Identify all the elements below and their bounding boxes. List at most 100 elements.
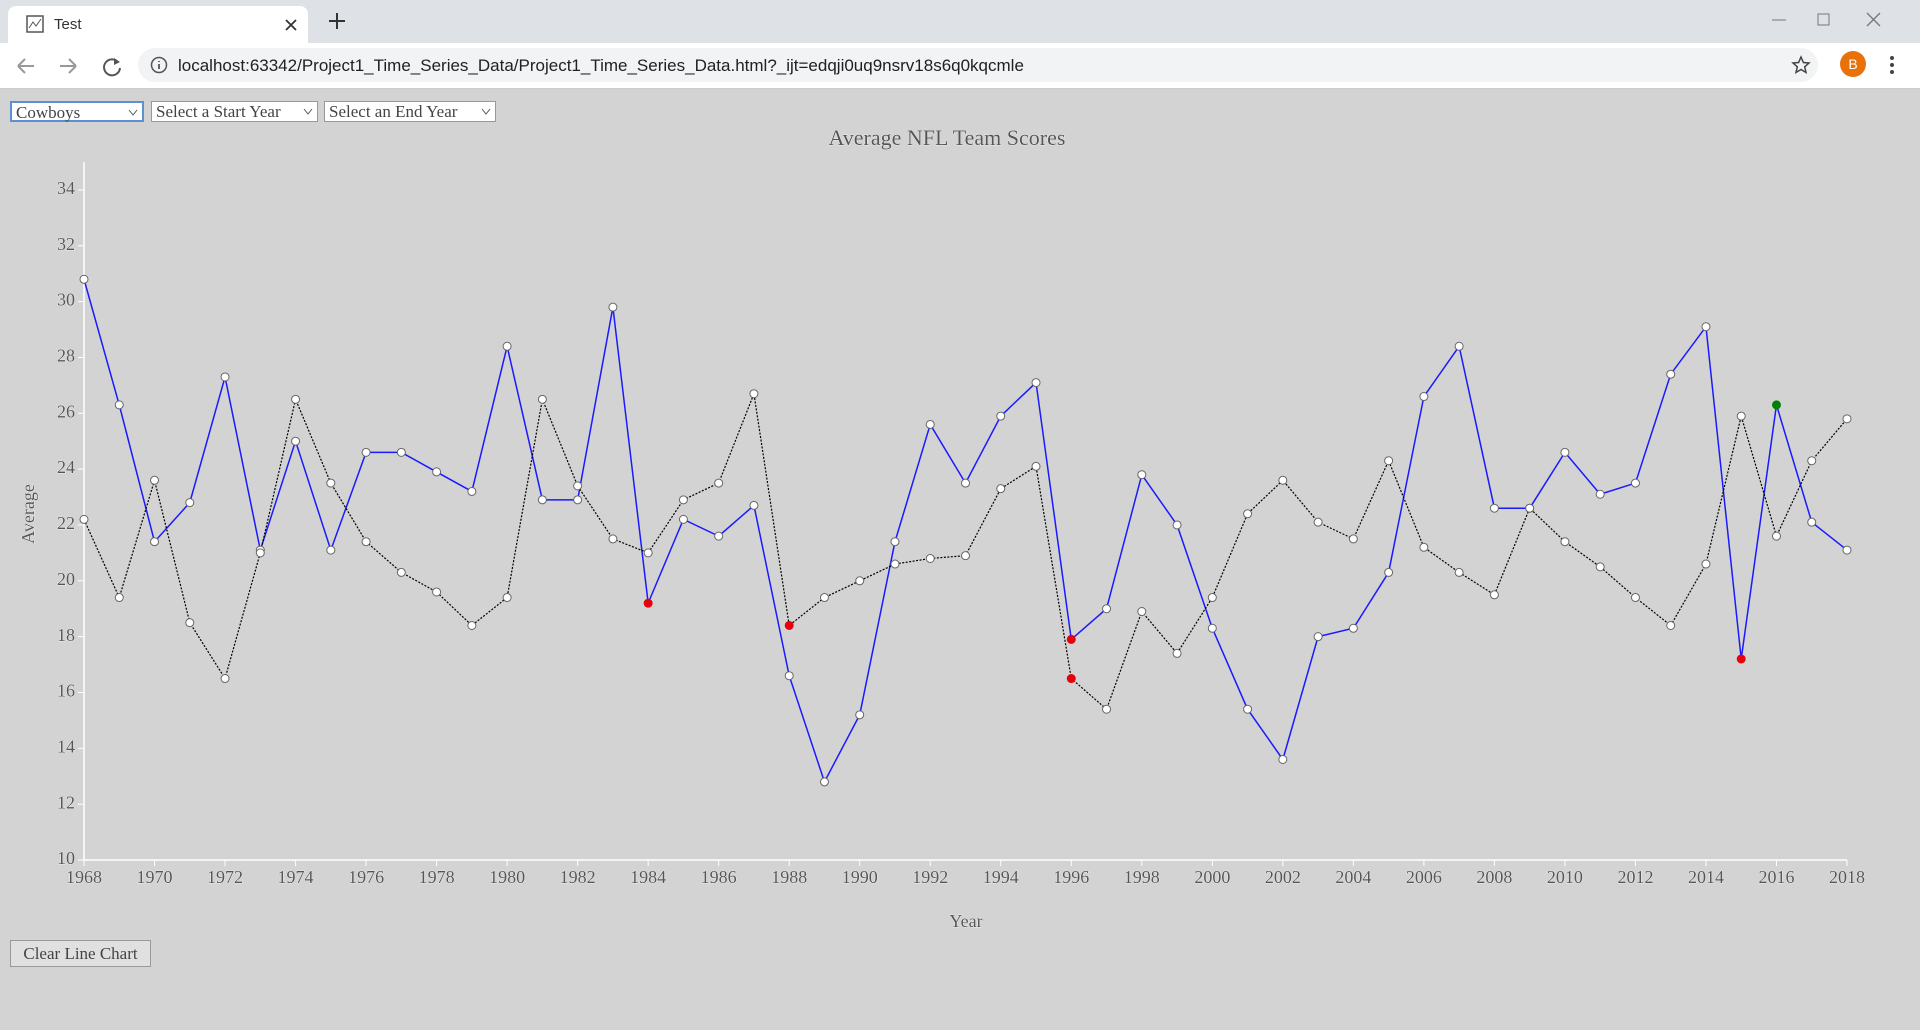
chevron: [303, 108, 313, 115]
y-tick-label: 10: [57, 848, 75, 868]
data-point: [1419, 542, 1429, 552]
nav-buttons[interactable]: [14, 54, 124, 78]
menu-button[interactable]: [1889, 55, 1895, 75]
data-point: [1313, 632, 1323, 642]
data-point: [1066, 674, 1076, 684]
data-point: [185, 498, 195, 508]
data-point: [996, 484, 1006, 494]
data-point: [396, 447, 406, 457]
y-tick-label: 20: [57, 569, 75, 589]
y-tick-label: 14: [57, 736, 75, 756]
x-tick-label: 2006: [1406, 867, 1442, 887]
data-point: [1701, 322, 1711, 332]
data-point: [890, 537, 900, 547]
data-point: [1807, 456, 1817, 466]
start-year-dropdown[interactable]: Select a Start Year: [151, 101, 318, 122]
data-point: [1102, 704, 1112, 714]
data-point: [855, 576, 865, 586]
data-point: [537, 394, 547, 404]
data-point: [714, 531, 724, 541]
data-point: [79, 514, 89, 524]
data-point: [643, 548, 653, 558]
x-tick-label: 2002: [1265, 867, 1301, 887]
chevron: [481, 108, 491, 115]
y-tick-label: 32: [57, 234, 75, 254]
tab-close[interactable]: [284, 18, 298, 32]
data-point: [220, 372, 230, 382]
data-point: [573, 481, 583, 491]
x-tick-label: 2010: [1547, 867, 1583, 887]
data-point: [678, 514, 688, 524]
chart: Average NFL Team Scores Year Average 10 1…: [18, 125, 1865, 932]
tab-icon: [26, 15, 44, 33]
x-tick-label: 1990: [842, 867, 878, 887]
data-point: [1207, 593, 1217, 603]
data-point: [1842, 414, 1852, 424]
y-tick-label: 16: [57, 681, 75, 701]
data-point: [784, 620, 794, 630]
data-point: [1243, 509, 1253, 519]
x-tick-label: 1984: [630, 867, 666, 887]
data-point: [996, 411, 1006, 421]
data-point: [114, 400, 124, 410]
x-tick-label: 1996: [1053, 867, 1089, 887]
data-point: [1172, 648, 1182, 658]
chart-title: Average NFL Team Scores: [829, 125, 1066, 150]
y-tick-label: 28: [57, 346, 75, 366]
data-point: [961, 478, 970, 488]
browser-tab[interactable]: Test: [8, 6, 308, 43]
dropdown-text: Select a Start Year: [156, 102, 281, 121]
data-point: [1102, 604, 1112, 614]
data-point: [1419, 392, 1429, 402]
data-point: [714, 478, 724, 488]
new-tab[interactable]: [328, 12, 346, 30]
data-point: [326, 545, 336, 555]
data-point: [1137, 607, 1147, 617]
data-point: [150, 537, 160, 547]
tab-title: Test: [54, 16, 82, 33]
data-point: [1807, 517, 1817, 527]
data-point: [1630, 593, 1640, 603]
data-point: [1454, 341, 1464, 351]
bookmark-star[interactable]: [1791, 55, 1811, 75]
data-point: [1313, 517, 1323, 527]
toolbar: localhost:63342/Project1_Time_Series_Dat…: [0, 43, 1920, 89]
address-bar[interactable]: localhost:63342/Project1_Time_Series_Dat…: [138, 48, 1818, 82]
profile-avatar[interactable]: B: [1840, 51, 1866, 77]
data-point: [1278, 475, 1288, 485]
tab-strip: Test: [0, 0, 1920, 43]
data-point: [890, 559, 900, 569]
data-point: [467, 486, 477, 496]
x-tick-label: 2018: [1829, 867, 1865, 887]
data-point: [150, 475, 160, 485]
data-point: [678, 495, 688, 505]
x-tick-label: 1970: [137, 867, 173, 887]
data-point: [855, 710, 865, 720]
team-dropdown[interactable]: Cowboys: [10, 101, 144, 122]
window-controls[interactable]: [1770, 10, 1890, 30]
data-point: [1666, 369, 1676, 379]
y-axis-label: Average: [18, 484, 38, 544]
data-point: [1771, 400, 1781, 410]
data-point: [1701, 559, 1711, 569]
data-point: [79, 274, 89, 284]
series-line: [83, 279, 1848, 784]
x-tick-label: 1980: [489, 867, 525, 887]
data-point: [291, 436, 301, 446]
x-tick-label: 2004: [1335, 867, 1371, 887]
y-tick-label: 34: [57, 178, 75, 198]
data-point: [1066, 634, 1076, 644]
data-point: [1771, 531, 1781, 541]
data-point: [1348, 534, 1358, 544]
x-tick-label: 1998: [1124, 867, 1160, 887]
x-tick-label: 1994: [983, 867, 1019, 887]
data-point: [185, 618, 195, 628]
end-year-dropdown[interactable]: Select an End Year: [324, 101, 496, 122]
x-axis-label: Year: [949, 911, 982, 931]
data-point: [1560, 537, 1570, 547]
x-tick-label: 1976: [348, 867, 384, 887]
y-tick-label: 24: [57, 457, 75, 477]
x-tick-label: 1974: [278, 867, 314, 887]
x-tick-label: 1992: [912, 867, 948, 887]
clear-button[interactable]: Clear Line Chart: [10, 940, 151, 967]
